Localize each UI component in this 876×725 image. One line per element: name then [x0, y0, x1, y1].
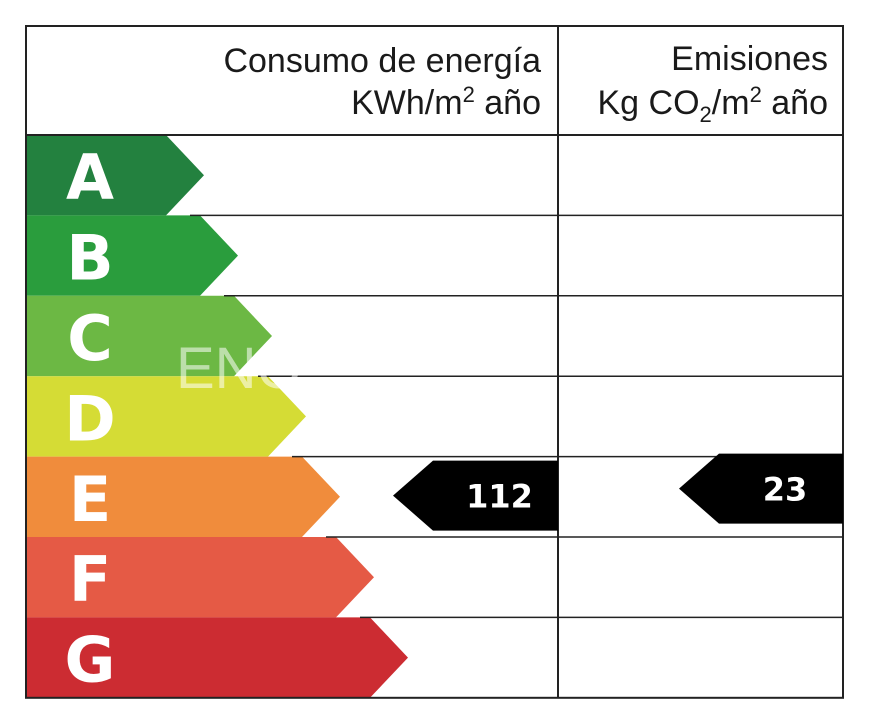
rating-letter-d: D: [64, 382, 115, 455]
rating-letter-a: A: [66, 141, 114, 214]
rating-row-g: G: [26, 617, 408, 698]
rating-letter-c: C: [67, 302, 113, 375]
rating-letter-g: G: [65, 624, 116, 697]
value-indicators: 112 23: [393, 453, 843, 531]
rating-arrow-f: [26, 537, 374, 618]
emissions-indicator-value: 23: [763, 471, 808, 509]
emissions-column-unit: Kg CO2/m2 año: [597, 82, 828, 127]
emissions-indicator: 23: [679, 453, 843, 524]
rating-row-b: B: [26, 215, 238, 296]
energy-column-title: Consumo de energía: [223, 42, 541, 80]
rating-arrow-b: [26, 215, 238, 296]
emissions-indicator-arrow: [679, 453, 843, 524]
energy-indicator-arrow: [393, 460, 558, 531]
rating-arrow-e: [26, 456, 340, 537]
watermark: ENO: [176, 336, 302, 401]
rating-row-c: C: [26, 295, 272, 377]
energy-indicator: 112: [393, 460, 558, 531]
rating-arrow-c: [26, 295, 272, 377]
table-border: [25, 25, 844, 699]
rating-row-a: A: [26, 135, 204, 216]
emissions-column-title: Emisiones: [671, 40, 828, 78]
rating-arrow-a: [26, 135, 204, 216]
rating-arrow-d: [26, 376, 306, 457]
rating-row-f: F: [26, 537, 374, 618]
rating-row-d: D: [26, 376, 306, 457]
rating-arrow-g: [26, 617, 408, 698]
energy-column-unit: KWh/m2 año: [351, 82, 541, 122]
rating-letter-b: B: [66, 222, 113, 295]
energy-indicator-value: 112: [466, 478, 533, 516]
rating-letter-f: F: [69, 543, 111, 616]
rating-letter-e: E: [69, 463, 111, 536]
rating-row-e: E: [26, 456, 340, 537]
